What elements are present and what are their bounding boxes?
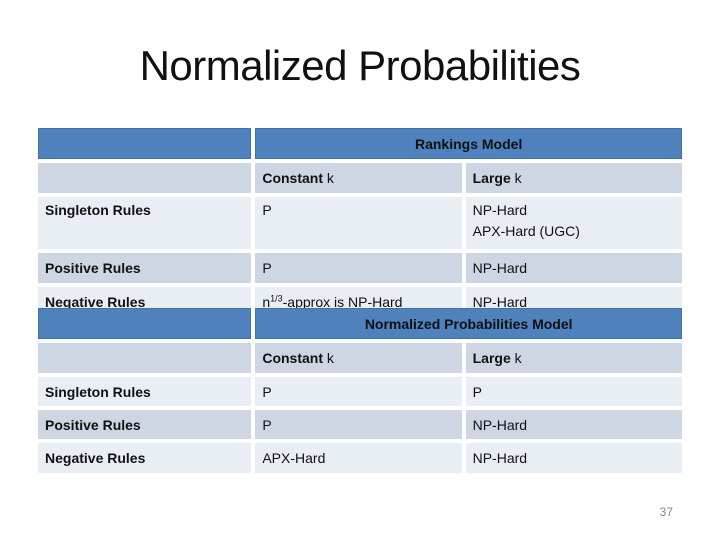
col-header-text: Constant: [262, 350, 323, 366]
table-row-positive-rules: Positive Rules P NP-Hard: [38, 253, 682, 283]
cell-positive-large: NP-Hard: [465, 253, 682, 283]
rankings-empty-col-header: [38, 163, 252, 193]
cell-negative-large: NP-Hard: [465, 443, 682, 473]
col-header-text: Large: [472, 350, 511, 366]
normalized-corner-cell: [38, 308, 252, 339]
cell-line-2: APX-Hard (UGC): [472, 223, 580, 239]
row-label-singleton-rules: Singleton Rules: [38, 377, 252, 406]
cell-singleton-large: NP-Hard APX-Hard (UGC): [465, 197, 682, 249]
row-label-positive-rules: Positive Rules: [38, 410, 252, 439]
cell-negative-constant: APX-Hard: [255, 443, 462, 473]
row-label-negative-rules: Negative Rules: [38, 443, 252, 473]
col-header-text: Constant: [262, 170, 323, 186]
rankings-table: Rankings Model Constant k Large k Single…: [34, 124, 686, 320]
rankings-column-header-row: Constant k Large k: [38, 163, 682, 193]
cell-singleton-constant: P: [255, 377, 462, 406]
cell-positive-constant: P: [255, 410, 462, 439]
rankings-col-header-large-k: Large k: [465, 163, 682, 193]
normalized-col-header-constant-k: Constant k: [255, 343, 462, 373]
rankings-corner-cell: [38, 128, 252, 159]
col-header-symbol: k: [514, 350, 522, 366]
cell-positive-large: NP-Hard: [465, 410, 682, 439]
normalized-header-row: Normalized Probabilities Model: [38, 308, 682, 339]
normalized-col-header-large-k: Large k: [465, 343, 682, 373]
rankings-table-title: Rankings Model: [255, 128, 682, 159]
cell-positive-constant: P: [255, 253, 462, 283]
normalized-column-header-row: Constant k Large k: [38, 343, 682, 373]
rankings-col-header-constant-k: Constant k: [255, 163, 462, 193]
normalized-table-title: Normalized Probabilities Model: [255, 308, 682, 339]
formula-rest: -approx is NP-Hard: [282, 293, 403, 310]
slide-title: Normalized Probabilities: [139, 42, 581, 89]
table-row-singleton-rules: Singleton Rules P NP-Hard APX-Hard (UGC): [38, 197, 682, 249]
table-row-negative-rules: Negative Rules APX-Hard NP-Hard: [38, 443, 682, 473]
cell-singleton-large: P: [465, 377, 682, 406]
table-row-singleton-rules: Singleton Rules P P: [38, 377, 682, 406]
col-header-text: Large: [472, 170, 511, 186]
table-row-positive-rules: Positive Rules P NP-Hard: [38, 410, 682, 439]
rankings-header-row: Rankings Model: [38, 128, 682, 159]
normalized-probabilities-table: Normalized Probabilities Model Constant …: [34, 304, 686, 477]
col-header-symbol: k: [326, 170, 334, 186]
col-header-symbol: k: [326, 350, 334, 366]
col-header-symbol: k: [514, 170, 522, 186]
cell-singleton-constant: P: [255, 197, 462, 249]
formula-base: n: [262, 293, 271, 310]
row-label-singleton-rules: Singleton Rules: [38, 197, 252, 249]
cell-line-1: NP-Hard: [472, 202, 528, 218]
page-number: 37: [659, 505, 673, 519]
normalized-empty-col-header: [38, 343, 252, 373]
formula-superscript: 1/3: [270, 292, 283, 303]
row-label-positive-rules: Positive Rules: [38, 253, 252, 283]
